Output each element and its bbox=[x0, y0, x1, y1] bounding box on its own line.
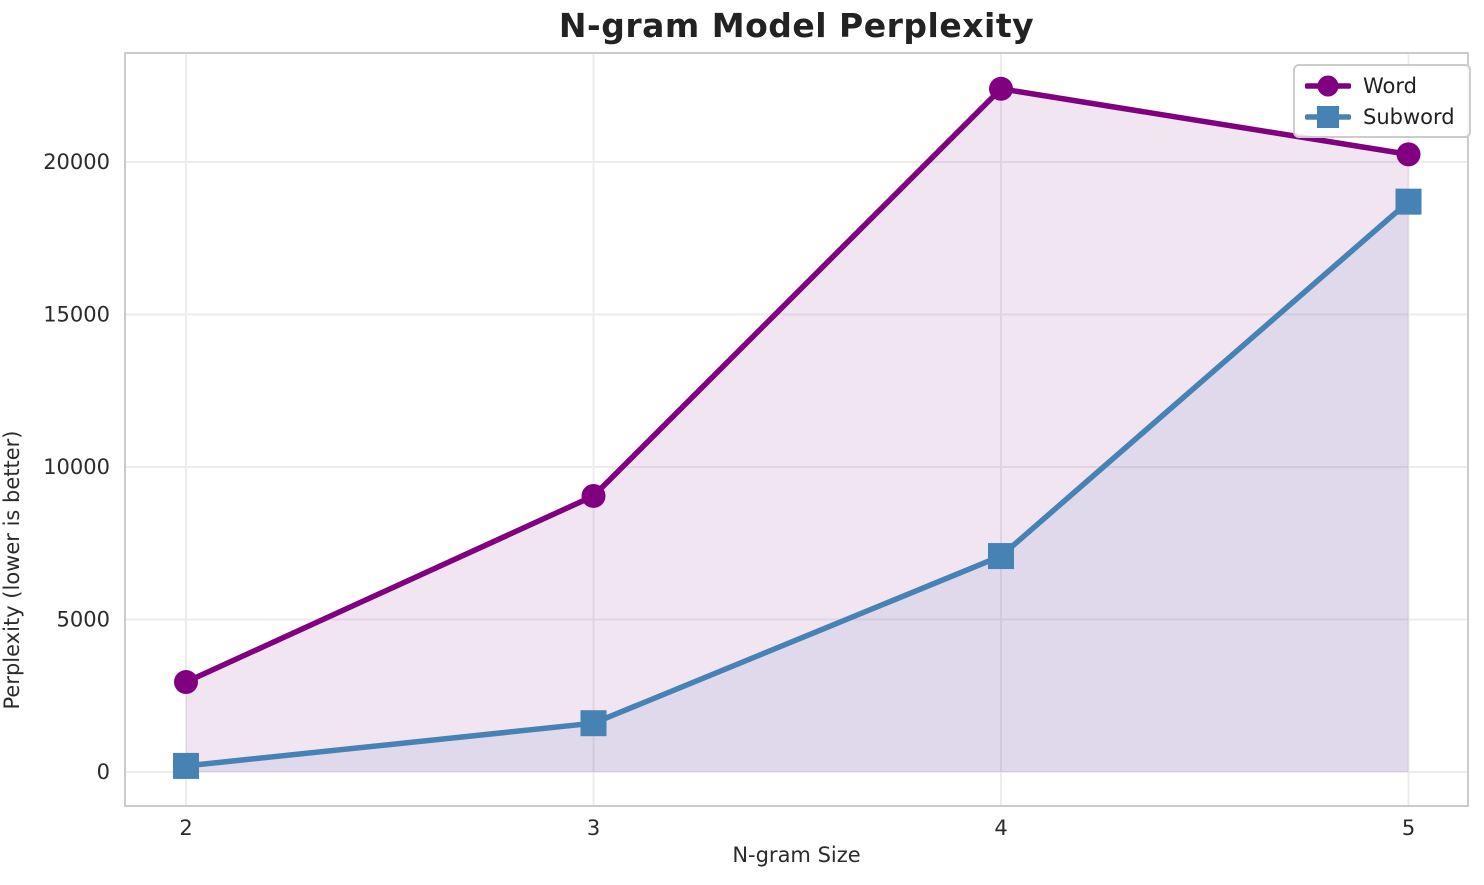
area-fill-subword bbox=[186, 201, 1409, 772]
data-point-word bbox=[174, 670, 198, 695]
x-tick-label: 4 bbox=[994, 816, 1007, 840]
data-point-word bbox=[1396, 142, 1421, 167]
y-tick-label: 20000 bbox=[43, 150, 110, 174]
word-line-circle-marker-icon bbox=[1305, 75, 1351, 96]
legend-item-subword: Subword bbox=[1305, 101, 1455, 132]
subword-line-square-marker-icon bbox=[1305, 105, 1351, 128]
y-tick-label: 15000 bbox=[43, 303, 110, 327]
data-point-word bbox=[989, 76, 1013, 101]
series-line-subword bbox=[183, 198, 1412, 769]
x-tick-label: 5 bbox=[1402, 816, 1415, 840]
series-line-word bbox=[183, 86, 1412, 685]
data-point-subword bbox=[1395, 188, 1422, 215]
chart-title: N-gram Model Perplexity bbox=[558, 6, 1035, 45]
x-tick-label: 3 bbox=[587, 816, 600, 840]
plot-frame bbox=[124, 52, 1469, 807]
data-point-word bbox=[581, 483, 606, 508]
y-tick-label: 5000 bbox=[57, 608, 110, 632]
legend-label-subword: Subword bbox=[1363, 104, 1455, 129]
area-fill-word bbox=[186, 88, 1409, 773]
x-axis-label: N-gram Size bbox=[732, 843, 861, 867]
y-tick-label: 0 bbox=[97, 760, 110, 784]
y-tick-label: 10000 bbox=[43, 455, 110, 479]
data-point-subword bbox=[173, 752, 199, 779]
legend: Word Subword bbox=[1293, 64, 1471, 138]
x-tick-label: 2 bbox=[179, 816, 192, 840]
legend-item-word: Word bbox=[1305, 70, 1455, 101]
data-point-subword bbox=[580, 710, 607, 737]
legend-label-word: Word bbox=[1363, 73, 1417, 98]
data-point-subword bbox=[988, 543, 1014, 570]
